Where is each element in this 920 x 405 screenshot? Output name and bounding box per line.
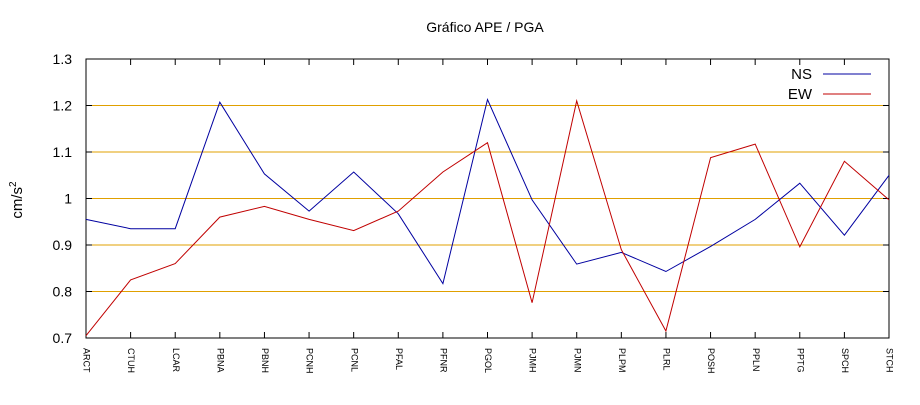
x-tick-label: ARCT (82, 348, 92, 373)
y-axis-label-exponent: 2 (8, 181, 19, 187)
x-tick-label: PLPM (617, 348, 627, 373)
x-tick-label: PBNH (260, 348, 270, 373)
x-tick-label: SPCH (840, 348, 850, 373)
series-line-ew (85, 98, 890, 337)
x-tick-label: PFAL (394, 348, 404, 370)
y-tick-label: 1.2 (53, 98, 73, 114)
x-tick-label: PGOL (483, 348, 493, 373)
chart-title: Gráfico APE / PGA (426, 19, 544, 35)
x-tick-label: POSH (706, 348, 716, 374)
x-tick-label: PLRL (662, 348, 672, 371)
y-tick-label: 1 (64, 191, 72, 207)
series (85, 97, 890, 337)
y-tick-label: 0.7 (53, 330, 73, 346)
y-tick-label: 1.3 (53, 51, 73, 67)
x-axis: ARCT CTUH LCAR PBNA PBNH PCNH PCNL PFAL PFNR PGOL… (82, 59, 895, 374)
y-axis-label-unit: cm/s (9, 187, 26, 219)
x-tick-label: STCH (885, 348, 895, 373)
x-tick-label: PCNH (305, 348, 315, 374)
x-tick-label: PJMH (528, 348, 538, 373)
x-tick-label: PFNR (439, 348, 449, 373)
x-tick-label: PPTG (795, 348, 805, 373)
x-tick-label: PPLN (751, 348, 761, 372)
x-tick-label: LCAR (171, 348, 181, 373)
legend-label-ns: NS (791, 66, 812, 83)
series-line-ns (85, 97, 890, 285)
legend: NS EW (788, 66, 871, 103)
grid (86, 105, 889, 292)
y-axis: 0.7 0.8 0.9 1 1.1 1.2 1.3 (53, 51, 889, 346)
y-tick-label: 0.9 (53, 237, 73, 253)
x-tick-label: PJMN (572, 348, 582, 373)
y-axis-label: cm/s2 (8, 181, 26, 219)
x-tick-label: PBNA (215, 348, 225, 373)
legend-label-ew: EW (788, 86, 813, 103)
y-tick-label: 1.1 (53, 144, 73, 160)
x-tick-label: CTUH (126, 348, 136, 373)
x-tick-label: PCNL (349, 348, 359, 372)
y-tick-label: 0.8 (53, 284, 73, 300)
